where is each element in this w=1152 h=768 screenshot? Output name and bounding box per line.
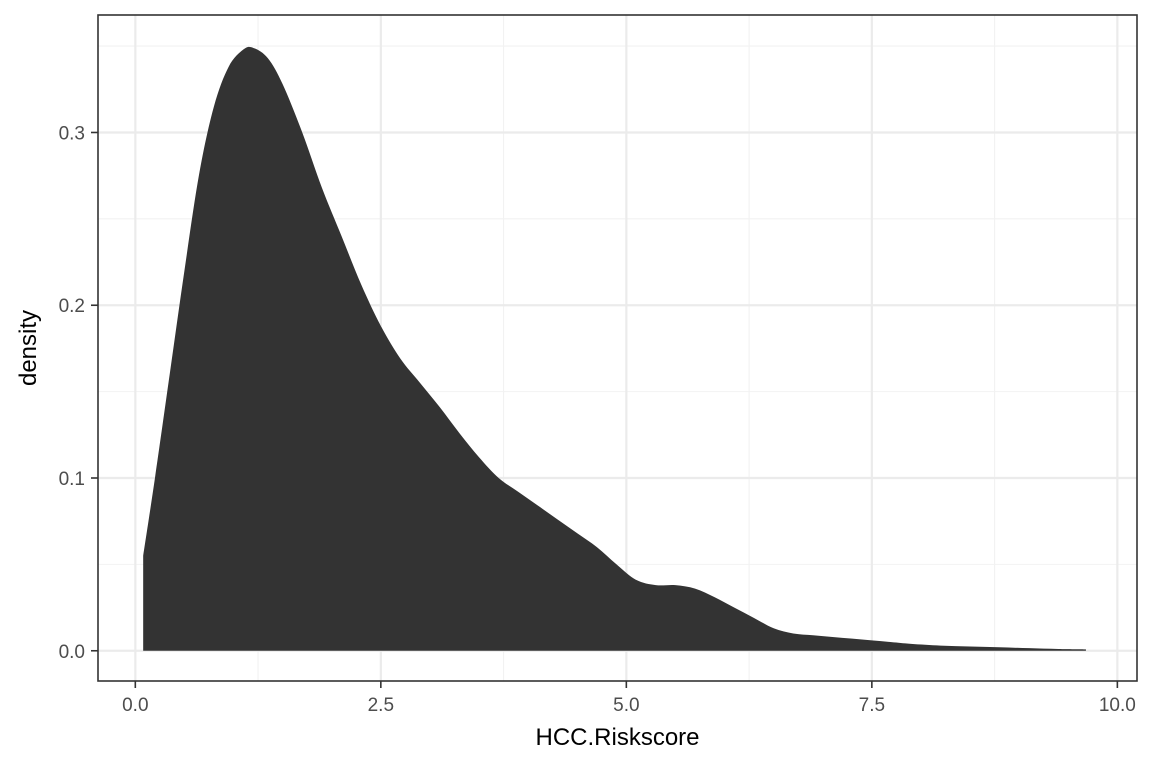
y-tick-label: 0.3 [59,123,85,144]
y-axis: 0.0 0.1 0.2 0.3 [59,123,98,663]
x-tick-label: 5.0 [613,695,639,716]
x-tick-label: 0.0 [122,695,148,716]
x-tick-label: 2.5 [368,695,394,716]
x-axis: 0.0 2.5 5.0 7.5 10.0 [122,681,1136,716]
y-axis-title: density [15,310,42,386]
x-tick-label: 10.0 [1099,695,1136,716]
plot-panel-border [97,14,1138,682]
y-tick-label: 0.0 [59,642,85,663]
x-tick-label: 7.5 [859,695,885,716]
density-area-series [143,46,1086,651]
y-tick-label: 0.1 [59,469,85,490]
x-axis-title: HCC.Riskscore [535,724,699,751]
y-tick-label: 0.2 [59,296,85,317]
